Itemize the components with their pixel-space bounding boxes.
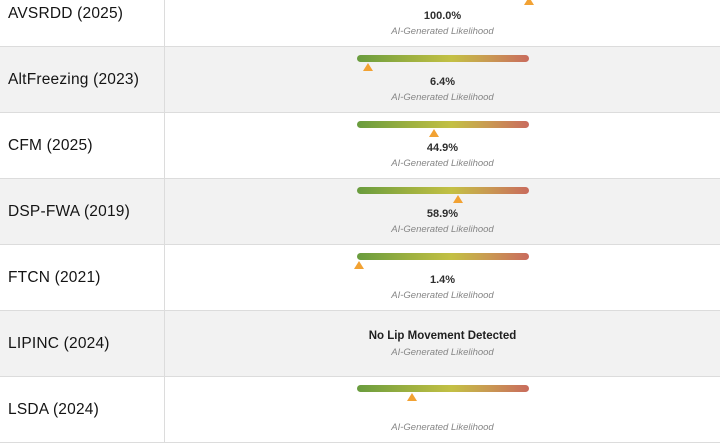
- gauge-marker-icon: [523, 0, 534, 5]
- gauge-marker-track: [357, 128, 529, 140]
- likelihood-gauge-bar: [356, 55, 529, 62]
- likelihood-value: 6.4%: [429, 76, 456, 88]
- model-name-cell: CFM (2025): [0, 113, 165, 178]
- model-name-cell: AVSRDD (2025): [0, 0, 165, 46]
- gauge-caption: AI-Generated Likelihood: [391, 290, 494, 301]
- gauge-caption: AI-Generated Likelihood: [391, 92, 494, 103]
- model-name: AVSRDD (2025): [8, 4, 124, 22]
- likelihood-value: 1.4%: [429, 274, 456, 286]
- likelihood-gauge-bar: [356, 253, 529, 260]
- model-name: CFM (2025): [8, 136, 93, 154]
- gauge-marker-icon: [353, 261, 364, 269]
- table-row: LSDA (2024) AI-Generated Likelihood: [0, 377, 720, 443]
- table-row: AVSRDD (2025) 100.0% AI-Generated Likeli…: [0, 0, 720, 47]
- model-name-cell: AltFreezing (2023): [0, 47, 165, 112]
- gauge-cell: No Lip Movement Detected AI-Generated Li…: [165, 311, 720, 376]
- model-name-cell: LSDA (2024): [0, 377, 165, 442]
- gauge-marker-track: [357, 392, 529, 404]
- likelihood-value: 58.9%: [426, 208, 459, 220]
- gauge-cell: 6.4% AI-Generated Likelihood: [165, 47, 720, 112]
- gauge-cell: 1.4% AI-Generated Likelihood: [165, 245, 720, 310]
- model-name: FTCN (2021): [8, 268, 101, 286]
- model-name: LIPINC (2024): [8, 334, 110, 352]
- table-row: LIPINC (2024) No Lip Movement Detected A…: [0, 311, 720, 377]
- gauge-marker-track: [357, 62, 529, 74]
- gauge-caption: AI-Generated Likelihood: [391, 158, 494, 169]
- likelihood-gauge-bar: [356, 385, 529, 392]
- no-lip-movement-message: No Lip Movement Detected: [368, 329, 517, 342]
- table-row: AltFreezing (2023) 6.4% AI-Generated Lik…: [0, 47, 720, 113]
- table-row: CFM (2025) 44.9% AI-Generated Likelihood: [0, 113, 720, 179]
- likelihood-value: 44.9%: [426, 142, 459, 154]
- gauge-marker-icon: [406, 393, 417, 401]
- gauge-marker-track: [357, 194, 529, 206]
- model-name-cell: FTCN (2021): [0, 245, 165, 310]
- model-name: AltFreezing (2023): [8, 70, 140, 88]
- table-row: FTCN (2021) 1.4% AI-Generated Likelihood: [0, 245, 720, 311]
- gauge-caption: AI-Generated Likelihood: [391, 422, 494, 433]
- model-name-cell: LIPINC (2024): [0, 311, 165, 376]
- gauge-caption: AI-Generated Likelihood: [391, 346, 494, 358]
- model-name: LSDA (2024): [8, 400, 99, 418]
- gauge-marker-icon: [362, 63, 373, 71]
- gauge-marker-icon: [452, 195, 463, 203]
- gauge-marker-track: [357, 0, 534, 8]
- gauge-cell: 100.0% AI-Generated Likelihood: [165, 0, 720, 46]
- gauge-marker-icon: [428, 129, 439, 137]
- likelihood-value: 100.0%: [423, 10, 462, 22]
- model-name: DSP-FWA (2019): [8, 202, 130, 220]
- table-row: DSP-FWA (2019) 58.9% AI-Generated Likeli…: [0, 179, 720, 245]
- gauge-cell: 44.9% AI-Generated Likelihood: [165, 113, 720, 178]
- likelihood-gauge-bar: [356, 187, 529, 194]
- gauge-caption: AI-Generated Likelihood: [391, 26, 494, 37]
- model-name-cell: DSP-FWA (2019): [0, 179, 165, 244]
- likelihood-gauge-bar: [356, 121, 529, 128]
- gauge-cell: 58.9% AI-Generated Likelihood: [165, 179, 720, 244]
- gauge-marker-track: [353, 260, 529, 272]
- gauge-cell: AI-Generated Likelihood: [165, 377, 720, 442]
- gauge-caption: AI-Generated Likelihood: [391, 224, 494, 235]
